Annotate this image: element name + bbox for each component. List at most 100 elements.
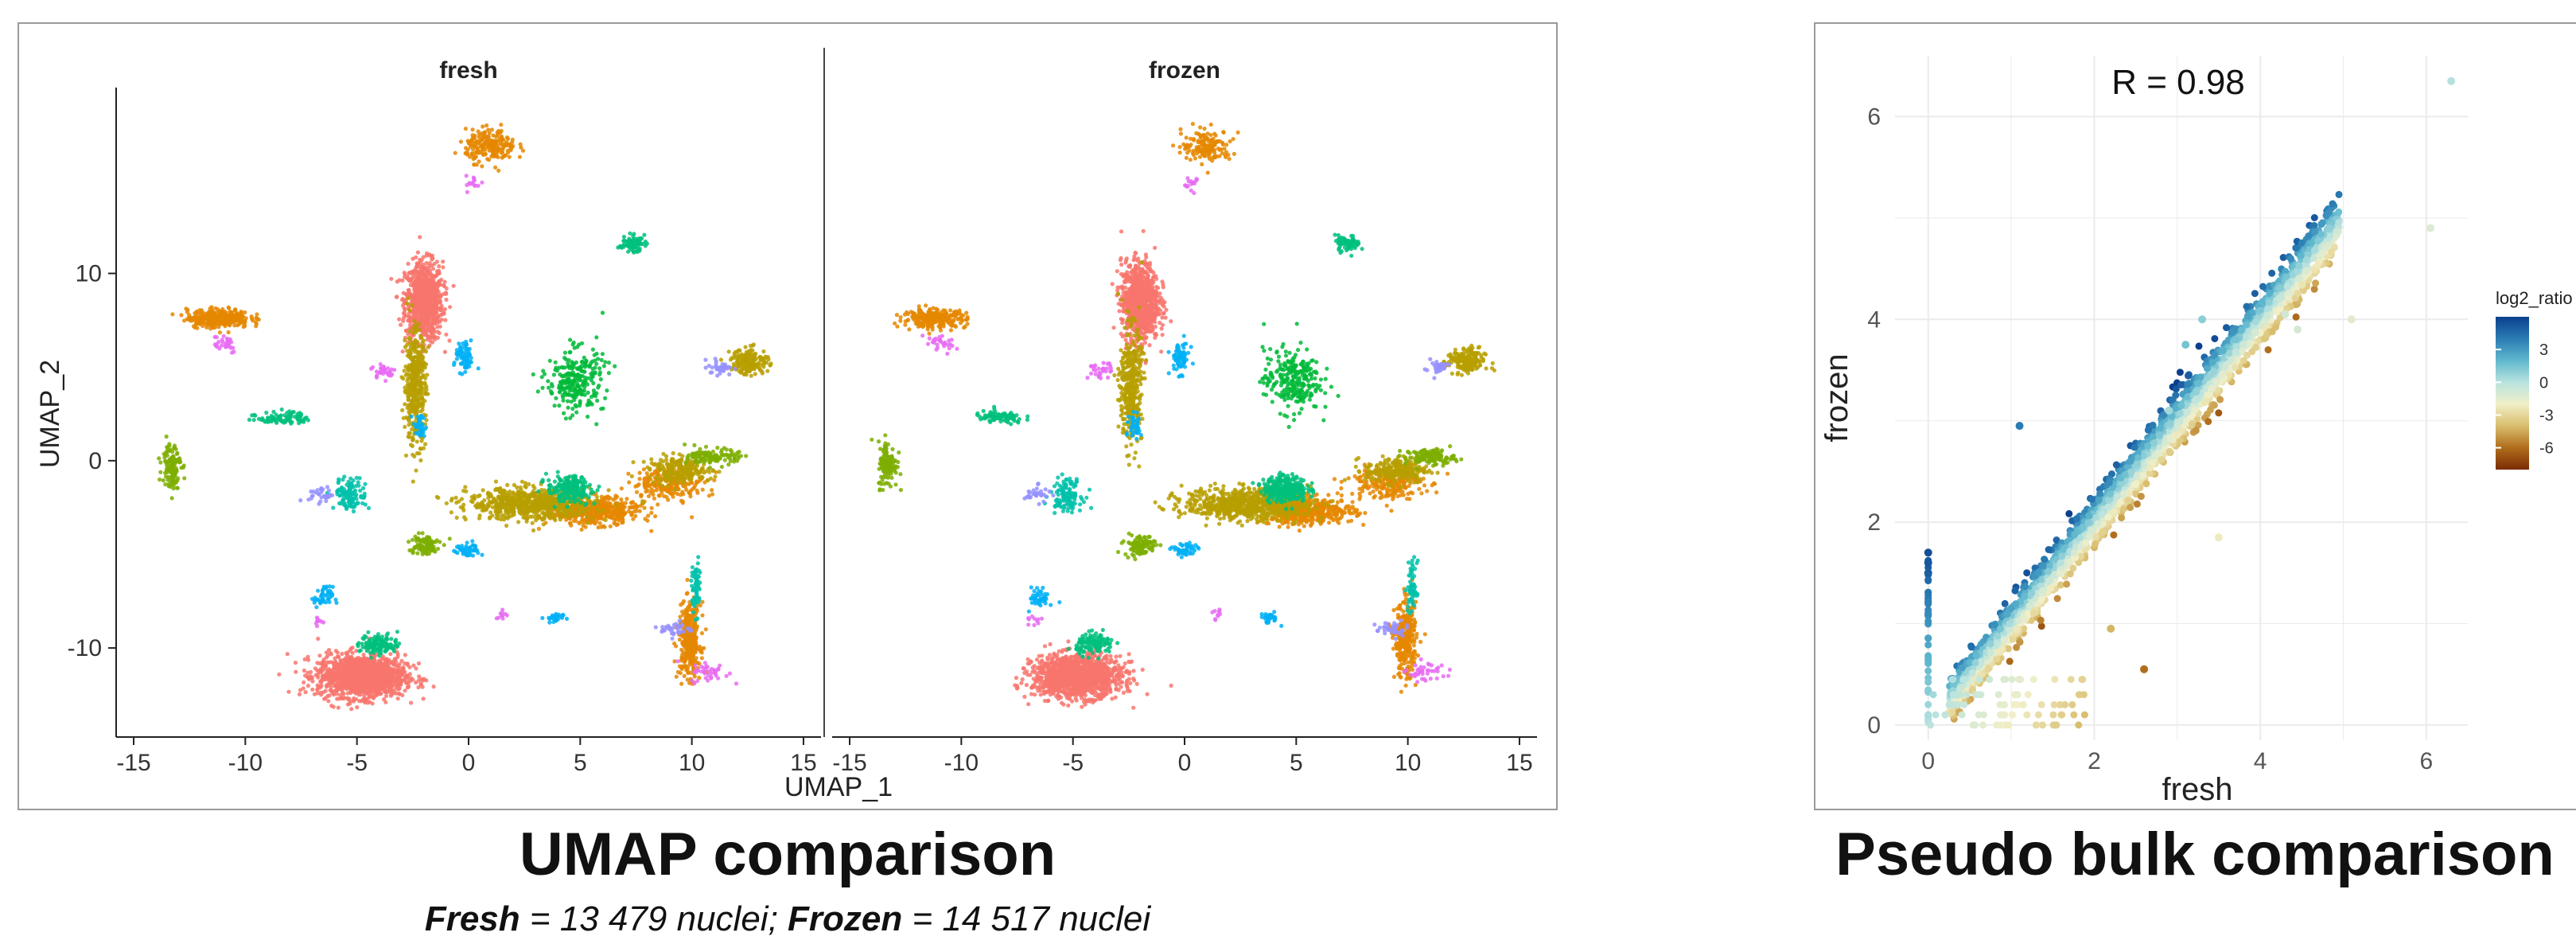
umap-point (679, 681, 684, 686)
umap-point (516, 497, 520, 501)
umap-point (608, 524, 613, 529)
umap-point (685, 656, 691, 661)
umap-point (227, 306, 232, 310)
umap-point (379, 673, 384, 677)
umap-point (605, 503, 610, 508)
umap-point (690, 635, 695, 640)
umap-point (623, 501, 628, 505)
umap-point (212, 325, 217, 330)
umap-point (444, 297, 449, 302)
umap-point (421, 324, 426, 329)
umap-point (674, 674, 679, 679)
umap-point (338, 661, 343, 666)
umap-point (310, 687, 315, 692)
umap-point (218, 311, 223, 316)
umap-point (444, 501, 449, 505)
umap-point (411, 479, 415, 484)
umap-point (401, 376, 406, 381)
umap-point (365, 670, 370, 676)
umap-point (431, 685, 436, 689)
umap-point (627, 480, 632, 485)
umap-point (614, 502, 619, 507)
umap-point (217, 330, 223, 335)
umap-point (409, 384, 414, 389)
umap-point (418, 376, 423, 381)
umap-point (580, 517, 585, 522)
umap-point (508, 496, 513, 501)
umap-point (422, 302, 427, 307)
umap-point (345, 691, 350, 696)
umap-point (621, 508, 625, 513)
umap-point (469, 499, 474, 504)
umap-point (294, 669, 298, 674)
umap-point (527, 482, 531, 487)
umap-point (425, 337, 430, 342)
umap-point (413, 370, 418, 375)
umap-point (422, 399, 427, 404)
umap-point (553, 517, 558, 523)
umap-point (401, 666, 406, 671)
umap-point (432, 316, 437, 321)
umap-point (422, 331, 426, 336)
umap-point (548, 514, 553, 519)
umap-point (424, 261, 429, 266)
umap-point (414, 680, 418, 685)
umap-point (476, 503, 481, 509)
umap-point (532, 494, 538, 499)
umap-point (474, 140, 479, 145)
umap-point (224, 315, 229, 320)
umap-point (418, 333, 423, 338)
umap-point (542, 512, 547, 517)
umap-point (765, 369, 770, 373)
umap-point (519, 504, 523, 509)
umap-point (581, 523, 586, 529)
umap-point (338, 692, 343, 697)
umap-point (400, 296, 405, 302)
umap-point (400, 278, 405, 283)
umap-point (500, 491, 505, 497)
umap-point (407, 431, 412, 435)
umap-point (426, 345, 430, 349)
umap-point (594, 494, 599, 499)
umap-point (439, 277, 444, 283)
umap-point (413, 405, 418, 410)
umap-point (331, 704, 336, 709)
umap-point (343, 677, 348, 682)
umap-point (407, 435, 412, 439)
umap-point (619, 497, 624, 502)
umap-point (348, 664, 352, 669)
umap-point (617, 518, 621, 523)
umap-point (493, 165, 498, 170)
umap-point (482, 131, 487, 135)
umap-point (680, 501, 685, 505)
umap-point (403, 338, 407, 343)
umap-point (416, 363, 421, 369)
umap-point (496, 168, 501, 173)
umap-point (636, 482, 641, 487)
umap-point (390, 661, 395, 665)
umap-point (412, 454, 417, 459)
umap-point (469, 151, 474, 156)
umap-point (406, 403, 411, 408)
umap-point (585, 514, 590, 519)
umap-point (521, 500, 527, 505)
umap-point (500, 145, 505, 150)
umap-point (389, 276, 394, 281)
umap-point (319, 684, 324, 688)
umap-point (188, 318, 193, 323)
umap-point (596, 514, 601, 520)
umap-point (495, 130, 500, 135)
umap-point (442, 279, 447, 284)
umap-point (621, 517, 625, 522)
umap-point (306, 657, 311, 662)
umap-point (415, 250, 420, 255)
umap-point (462, 515, 467, 520)
umap-point (426, 300, 430, 305)
umap-point (486, 495, 491, 500)
umap-point (493, 499, 498, 504)
umap-point (409, 376, 414, 380)
umap-point (675, 669, 681, 674)
umap-point (447, 338, 452, 343)
umap-point (414, 468, 418, 473)
umap-point (315, 683, 320, 688)
